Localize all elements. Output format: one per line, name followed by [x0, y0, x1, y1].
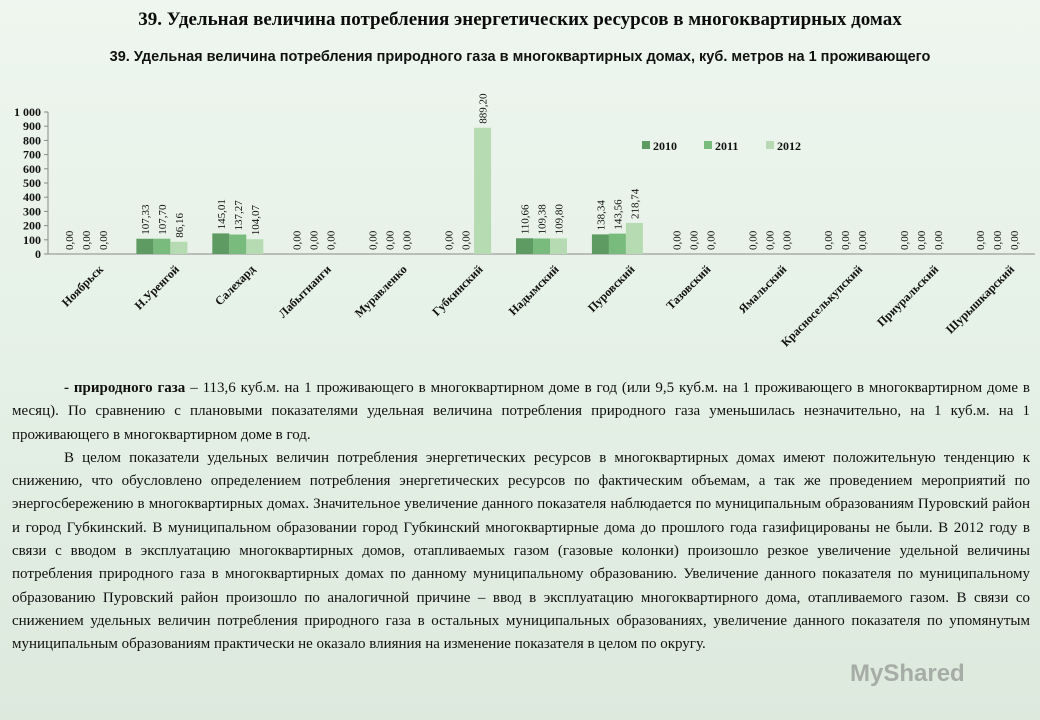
data-label: 107,70	[157, 204, 169, 235]
data-label: 0,00	[916, 230, 928, 250]
data-label: 218,74	[629, 188, 641, 219]
data-label: 104,07	[250, 204, 262, 235]
legend-swatch-2011	[704, 141, 712, 149]
x-category-label: Лабытнанги	[276, 262, 334, 320]
x-category-label: Муравленко	[352, 262, 410, 320]
paragraph-gas-lead: - природного газа	[64, 380, 186, 396]
y-tick-label: 900	[23, 119, 41, 133]
data-label: 0,00	[899, 230, 911, 250]
data-label: 110,66	[520, 204, 532, 234]
data-label: 0,00	[688, 230, 700, 250]
data-label: 109,38	[537, 204, 549, 235]
data-label: 0,00	[385, 230, 397, 250]
data-label: 889,20	[478, 93, 490, 124]
data-label: 107,33	[140, 204, 152, 235]
paragraph-gas-text: – 113,6 куб.м. на 1 проживающего в много…	[12, 380, 1030, 443]
legend-label-2012: 2012	[777, 139, 801, 153]
data-label: 145,01	[216, 199, 228, 229]
x-category-label: Ямальский	[736, 262, 790, 316]
data-label: 0,00	[461, 230, 473, 250]
data-label: 0,00	[747, 230, 759, 250]
x-category-label: Ноябрьск	[59, 262, 106, 309]
bar-2011	[229, 234, 247, 254]
y-tick-label: 0	[35, 247, 41, 261]
y-tick-label: 800	[23, 133, 41, 147]
data-label: 0,00	[98, 230, 110, 250]
bar-2011	[608, 233, 626, 254]
bar-2010	[136, 238, 154, 254]
data-label: 0,00	[781, 230, 793, 250]
data-label: 0,00	[326, 230, 338, 250]
x-category-label: Красноселькупский	[778, 262, 865, 349]
data-label: 0,00	[64, 230, 76, 250]
x-category-label: Салехард	[212, 262, 258, 308]
legend-swatch-2010	[642, 141, 650, 149]
paragraph-gas: - природного газа – 113,6 куб.м. на 1 пр…	[12, 377, 1030, 447]
x-category-label: Губкинский	[429, 262, 486, 319]
x-category-label: Шурышкарский	[943, 262, 1017, 336]
bar-2010	[516, 238, 533, 254]
legend-label-2011: 2011	[715, 139, 738, 153]
bar-2011	[153, 238, 171, 254]
x-category-label: Надымский	[506, 262, 562, 318]
y-tick-label: 100	[23, 233, 41, 247]
data-label: 0,00	[309, 230, 321, 250]
data-label: 0,00	[671, 230, 683, 250]
data-label: 0,00	[764, 230, 776, 250]
bar-2012	[625, 222, 643, 254]
y-tick-label: 1 000	[14, 105, 41, 119]
y-tick-label: 700	[23, 148, 41, 162]
data-label: 0,00	[933, 230, 945, 250]
x-category-label: Н.Уренгой	[132, 262, 182, 312]
data-label: 0,00	[81, 230, 93, 250]
y-tick-label: 300	[23, 204, 41, 218]
paragraph-summary: В целом показатели удельных величин потр…	[12, 449, 1030, 653]
legend-swatch-2012	[766, 141, 774, 149]
y-tick-label: 200	[23, 219, 41, 233]
bar-2010	[591, 234, 609, 254]
bar-2010	[212, 233, 230, 254]
data-label: 109,80	[554, 204, 566, 235]
bar-2012	[170, 241, 188, 254]
chart-title: 39. Удельная величина потребления природ…	[109, 49, 931, 65]
x-category-label: Приуральский	[874, 262, 941, 329]
watermark-logo: MyShared	[850, 660, 965, 687]
data-label: 0,00	[368, 230, 380, 250]
bar-2012	[246, 239, 264, 254]
page-title: 39. Удельная величина потребления энерге…	[138, 9, 902, 30]
legend-label-2010: 2010	[653, 139, 677, 153]
data-label: 0,00	[705, 230, 717, 250]
data-label: 0,00	[857, 230, 869, 250]
data-label: 0,00	[992, 230, 1004, 250]
data-label: 138,34	[595, 200, 607, 231]
bar-2012	[550, 238, 567, 254]
x-category-label: Пуровский	[585, 262, 638, 315]
data-label: 0,00	[823, 230, 835, 250]
data-label: 137,27	[233, 200, 245, 231]
data-label: 0,00	[840, 230, 852, 250]
bar-2012	[474, 127, 492, 254]
data-label: 0,00	[444, 230, 456, 250]
data-label: 0,00	[1009, 230, 1021, 250]
bar-2011	[533, 238, 550, 254]
y-tick-label: 400	[23, 190, 41, 204]
y-tick-label: 500	[23, 176, 41, 190]
data-label: 86,16	[174, 213, 186, 238]
x-category-label: Тазовский	[663, 262, 713, 312]
data-label: 143,56	[612, 199, 624, 230]
data-label: 0,00	[402, 230, 414, 250]
data-label: 0,00	[975, 230, 987, 250]
data-label: 0,00	[292, 230, 304, 250]
y-tick-label: 600	[23, 162, 41, 176]
body-text: - природного газа – 113,6 куб.м. на 1 пр…	[12, 377, 1030, 657]
